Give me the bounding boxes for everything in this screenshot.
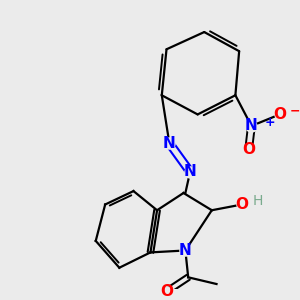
Text: O: O	[242, 142, 255, 158]
Text: N: N	[163, 136, 176, 151]
Text: O: O	[273, 107, 286, 122]
Text: O: O	[160, 284, 173, 299]
Text: N: N	[179, 243, 192, 258]
Text: N: N	[184, 164, 196, 179]
Text: O: O	[236, 197, 248, 212]
Text: −: −	[290, 104, 300, 118]
Text: N: N	[245, 118, 258, 134]
Text: H: H	[252, 194, 263, 208]
Text: +: +	[265, 116, 275, 129]
